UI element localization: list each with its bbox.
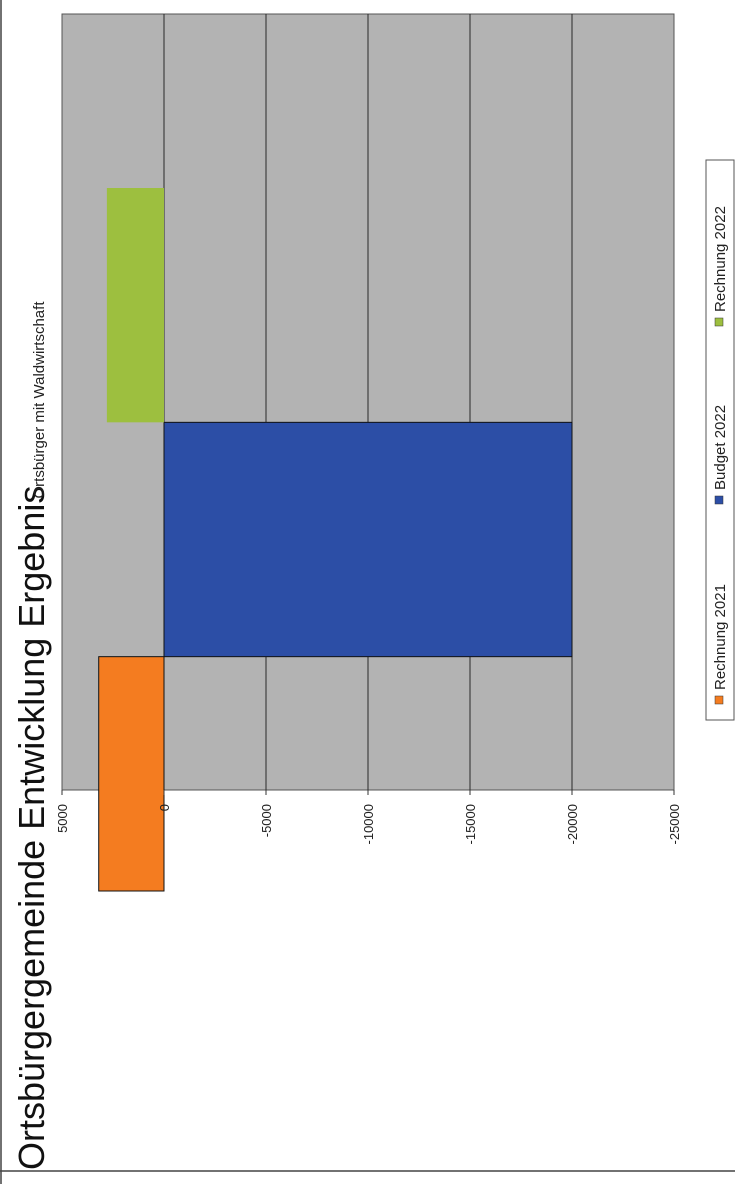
bar-rechnung-2022: [106, 188, 164, 423]
axis-ticks: 5000 0 -5000 -10000 -15000 -20000 -25000: [55, 790, 682, 844]
tick-label: -20000: [565, 804, 580, 844]
legend-box: [705, 159, 735, 721]
legend-swatch: [714, 695, 724, 705]
tick-label: 5000: [55, 804, 70, 833]
bar-budget-2022: [163, 421, 573, 658]
page-heading: Ortsbürgergemeinde Entwicklung Ergebnis: [11, 486, 52, 1170]
tick-label: -15000: [463, 804, 478, 844]
tick-label: -25000: [667, 804, 682, 844]
tick-label: -5000: [259, 804, 274, 837]
legend: Rechnung 2021 Budget 2022 Rechnung 2022: [705, 159, 735, 721]
legend-label: Budget 2022: [712, 405, 729, 490]
tick-label: -10000: [361, 804, 376, 844]
bar-rechnung-2021: [98, 656, 165, 892]
legend-label: Rechnung 2021: [712, 584, 729, 690]
bars-group: [98, 188, 573, 892]
legend-swatch: [714, 495, 724, 505]
tick-label: 0: [157, 804, 172, 811]
category-title: Ortsbürger mit Waldwirtschaft: [31, 301, 48, 499]
legend-swatch: [714, 317, 724, 327]
legend-label: Rechnung 2022: [712, 206, 729, 312]
